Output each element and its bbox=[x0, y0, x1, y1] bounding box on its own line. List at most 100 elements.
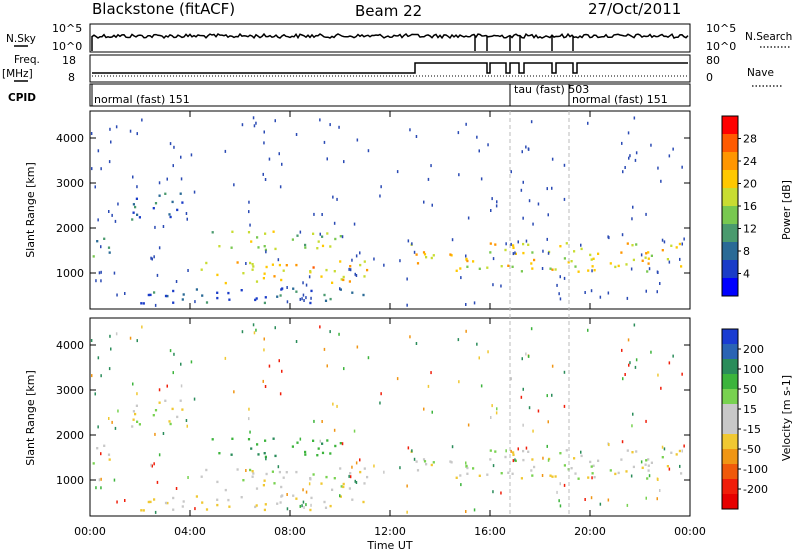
power-cell bbox=[355, 254, 358, 258]
power-cell bbox=[593, 269, 596, 272]
velocity-cell bbox=[489, 449, 492, 452]
velocity-cell bbox=[645, 419, 647, 423]
power-cell bbox=[339, 260, 342, 263]
power-cell bbox=[647, 257, 650, 260]
velocity-cell bbox=[379, 401, 381, 405]
velocity-cell bbox=[554, 475, 557, 478]
power-cell bbox=[321, 213, 323, 216]
velocity-cell bbox=[532, 429, 534, 433]
velocity-cell bbox=[230, 453, 233, 456]
power-cell bbox=[308, 275, 311, 279]
velocity-cell bbox=[628, 363, 630, 367]
velocity-cell bbox=[100, 486, 102, 490]
power-cell bbox=[92, 255, 95, 258]
velocity-cell bbox=[251, 475, 254, 478]
velocity-cell bbox=[286, 493, 288, 496]
velocity-cell bbox=[491, 404, 493, 408]
noise-dips bbox=[91, 36, 574, 51]
velocity-cell bbox=[646, 477, 649, 480]
velocity-cell bbox=[195, 495, 198, 498]
power-cell bbox=[95, 279, 97, 283]
velocity-cell bbox=[264, 385, 267, 388]
power-cell bbox=[331, 281, 334, 284]
power-cell bbox=[430, 164, 432, 168]
velocity-cell bbox=[136, 339, 138, 343]
colorbar-swatch bbox=[722, 404, 738, 420]
power-cell bbox=[522, 216, 524, 220]
velocity-cell bbox=[302, 488, 304, 492]
velocity-cell bbox=[657, 373, 659, 377]
velocity-cell bbox=[247, 438, 251, 441]
power-scatter bbox=[90, 116, 685, 307]
power-cell bbox=[169, 142, 172, 146]
velocity-cell bbox=[541, 474, 544, 477]
power-cell bbox=[164, 294, 168, 298]
power-cell bbox=[108, 210, 110, 213]
velocity-cell bbox=[507, 471, 510, 474]
power-cell bbox=[634, 158, 637, 162]
velocity-cell bbox=[675, 453, 678, 456]
power-cell bbox=[478, 267, 481, 270]
velocity-cell bbox=[251, 470, 254, 473]
power-cell bbox=[90, 132, 93, 135]
velocity-cell bbox=[296, 441, 299, 444]
velocity-cell bbox=[285, 471, 288, 474]
velocity-cell bbox=[427, 384, 430, 388]
power-cell bbox=[277, 258, 280, 262]
power-cell bbox=[373, 257, 375, 261]
velocity-cell bbox=[431, 410, 433, 414]
velocity-cell bbox=[458, 380, 460, 384]
power-cell bbox=[563, 276, 566, 280]
power-cell bbox=[413, 250, 416, 254]
power-cell bbox=[522, 251, 525, 255]
velocity-cell bbox=[459, 474, 462, 477]
velocity-cell bbox=[111, 420, 113, 424]
velocity-cell bbox=[633, 323, 636, 327]
power-cell bbox=[310, 296, 312, 300]
power-cell bbox=[466, 265, 469, 268]
velocity-cell bbox=[645, 496, 647, 500]
x-tick-label: 20:00 bbox=[574, 525, 606, 538]
power-cell bbox=[262, 277, 265, 280]
velocity-cell bbox=[254, 505, 257, 509]
power-cell bbox=[110, 140, 112, 144]
colorbar-swatch bbox=[722, 479, 738, 495]
power-cell bbox=[108, 160, 111, 164]
power-cell bbox=[140, 302, 143, 305]
power-cell bbox=[500, 284, 502, 288]
velocity-cell bbox=[340, 485, 343, 488]
noise-left-tick-bottom: 10^0 bbox=[52, 40, 82, 53]
power-cell bbox=[632, 258, 635, 262]
velocity-cell bbox=[423, 407, 425, 411]
power-cell bbox=[645, 212, 647, 216]
velocity-cell bbox=[641, 466, 644, 469]
velocity-cell bbox=[185, 419, 188, 422]
power-cell bbox=[124, 292, 126, 295]
velocity-cell bbox=[100, 374, 102, 378]
power-cell bbox=[620, 251, 623, 254]
power-cell bbox=[132, 175, 134, 179]
velocity-cell bbox=[457, 338, 460, 342]
y-tick-label: 3000 bbox=[56, 177, 84, 190]
power-cell bbox=[449, 253, 452, 256]
velocity-cell bbox=[504, 455, 507, 459]
colorbar-tick-label: -100 bbox=[743, 463, 768, 476]
velocity-cell bbox=[308, 482, 311, 486]
velocity-cell bbox=[644, 463, 647, 466]
velocity-cell bbox=[556, 490, 558, 494]
freq-right-tick-bottom: 0 bbox=[706, 71, 713, 84]
power-cell bbox=[492, 283, 494, 287]
power-cell bbox=[224, 149, 227, 153]
power-cell bbox=[591, 265, 594, 268]
velocity-cell bbox=[514, 459, 517, 462]
velocity-cell bbox=[478, 474, 481, 477]
colorbar-swatch bbox=[722, 329, 738, 345]
power-cell bbox=[406, 303, 408, 307]
power-cell bbox=[650, 143, 652, 147]
velocity-cell bbox=[268, 364, 271, 368]
power-cell bbox=[504, 248, 507, 252]
power-cell bbox=[591, 269, 593, 273]
power-cell bbox=[580, 247, 583, 251]
velocity-cell bbox=[339, 494, 341, 498]
power-cell bbox=[494, 243, 497, 246]
